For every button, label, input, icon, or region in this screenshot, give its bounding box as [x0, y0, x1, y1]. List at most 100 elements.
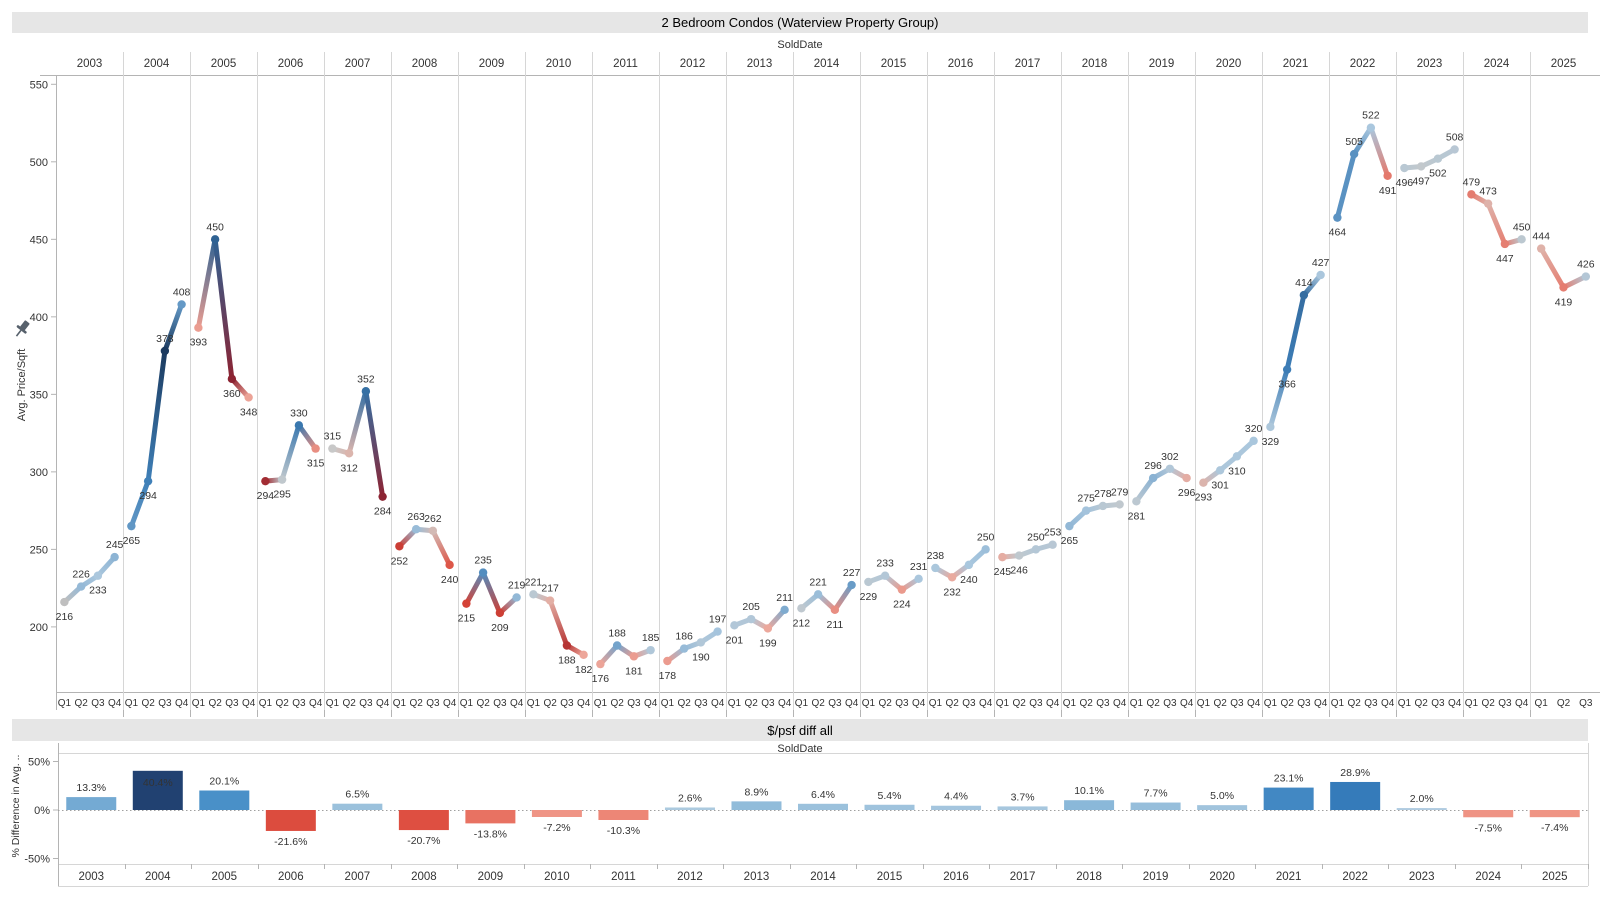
line-segment[interactable] [832, 582, 855, 613]
data-point[interactable] [1349, 149, 1359, 159]
bar[interactable] [1263, 787, 1314, 810]
data-point[interactable] [1517, 235, 1526, 244]
data-point[interactable] [76, 582, 86, 591]
data-point[interactable] [931, 563, 940, 573]
data-point[interactable] [1165, 464, 1175, 473]
data-point[interactable] [378, 492, 387, 501]
data-point[interactable] [780, 605, 789, 615]
data-point[interactable] [981, 545, 990, 554]
data-point[interactable] [1433, 154, 1443, 163]
data-point[interactable] [1215, 466, 1225, 475]
pin-icon[interactable] [12, 318, 33, 340]
data-point[interactable] [478, 568, 488, 577]
data-point[interactable] [344, 449, 354, 458]
data-point[interactable] [998, 552, 1007, 562]
line-segment[interactable] [1351, 125, 1374, 157]
data-point[interactable] [813, 590, 823, 599]
data-point[interactable] [1182, 473, 1191, 483]
data-point[interactable] [261, 476, 270, 486]
bar[interactable] [1330, 781, 1381, 810]
data-point[interactable] [1400, 163, 1409, 173]
line-segment[interactable] [1334, 151, 1357, 221]
data-point[interactable] [1500, 239, 1510, 249]
line-segment[interactable] [296, 422, 319, 452]
data-point[interactable] [1048, 540, 1057, 549]
data-point[interactable] [1450, 145, 1459, 154]
data-point[interactable] [1014, 551, 1024, 560]
bar[interactable] [465, 810, 516, 824]
data-point[interactable] [579, 650, 588, 659]
line-segment[interactable] [346, 388, 369, 456]
data-point[interactable] [797, 604, 806, 613]
data-point[interactable] [763, 624, 773, 633]
data-point[interactable] [880, 571, 890, 580]
bar[interactable] [731, 801, 782, 810]
data-point[interactable] [914, 574, 923, 584]
line-segment[interactable] [1485, 201, 1508, 247]
data-point[interactable] [864, 577, 873, 587]
data-point[interactable] [1416, 162, 1426, 171]
line-segment[interactable] [480, 570, 503, 616]
data-point[interactable] [428, 526, 438, 535]
bar[interactable] [1463, 810, 1514, 818]
data-point[interactable] [1132, 497, 1141, 506]
data-point[interactable] [964, 560, 974, 570]
data-point[interactable] [897, 585, 907, 594]
line-segment[interactable] [1267, 367, 1290, 430]
data-point[interactable] [562, 641, 572, 650]
data-point[interactable] [177, 300, 186, 309]
bar[interactable] [997, 806, 1048, 810]
data-point[interactable] [1115, 500, 1124, 509]
data-point[interactable] [545, 596, 555, 605]
data-point[interactable] [1536, 244, 1546, 253]
data-point[interactable] [110, 552, 119, 562]
data-point[interactable] [646, 645, 655, 655]
line-segment[interactable] [1284, 292, 1307, 373]
bar[interactable] [598, 810, 649, 820]
data-point[interactable] [713, 627, 722, 636]
bar[interactable] [1529, 810, 1580, 818]
data-point[interactable] [395, 542, 404, 551]
data-point[interactable] [679, 644, 689, 653]
bar[interactable] [1396, 808, 1447, 810]
data-point[interactable] [512, 593, 521, 602]
data-point[interactable] [696, 638, 706, 647]
data-point[interactable] [730, 621, 739, 630]
line-segment[interactable] [1368, 125, 1391, 179]
bar[interactable] [398, 810, 449, 831]
data-point[interactable] [1559, 283, 1568, 292]
data-point[interactable] [127, 521, 136, 531]
line-segment[interactable] [430, 528, 453, 568]
data-point[interactable] [1383, 171, 1392, 180]
data-point[interactable] [194, 323, 203, 332]
data-point[interactable] [1282, 365, 1292, 374]
data-point[interactable] [462, 599, 471, 608]
line-segment[interactable] [1301, 272, 1324, 298]
line-segment[interactable] [128, 478, 151, 529]
data-point[interactable] [1065, 521, 1074, 531]
bar[interactable] [1197, 805, 1248, 810]
bar[interactable] [132, 770, 183, 810]
data-point[interactable] [411, 525, 421, 534]
bar[interactable] [1064, 800, 1115, 810]
bar[interactable] [931, 805, 982, 810]
data-point[interactable] [244, 393, 253, 402]
bar[interactable] [864, 804, 915, 810]
data-point[interactable] [361, 387, 371, 396]
bar[interactable] [664, 807, 715, 810]
data-point[interactable] [328, 444, 337, 453]
data-point[interactable] [663, 656, 672, 666]
data-point[interactable] [495, 608, 505, 618]
data-point[interactable] [1299, 290, 1309, 300]
data-point[interactable] [847, 580, 856, 590]
data-point[interactable] [1333, 213, 1342, 222]
line-segment[interactable] [463, 570, 486, 607]
data-point[interactable] [629, 652, 639, 661]
line-segment[interactable] [145, 348, 168, 484]
data-point[interactable] [830, 605, 840, 615]
data-point[interactable] [1199, 478, 1208, 487]
bar[interactable] [199, 790, 250, 810]
data-point[interactable] [1266, 422, 1275, 432]
bar[interactable] [265, 810, 316, 831]
bar[interactable] [1130, 802, 1181, 810]
